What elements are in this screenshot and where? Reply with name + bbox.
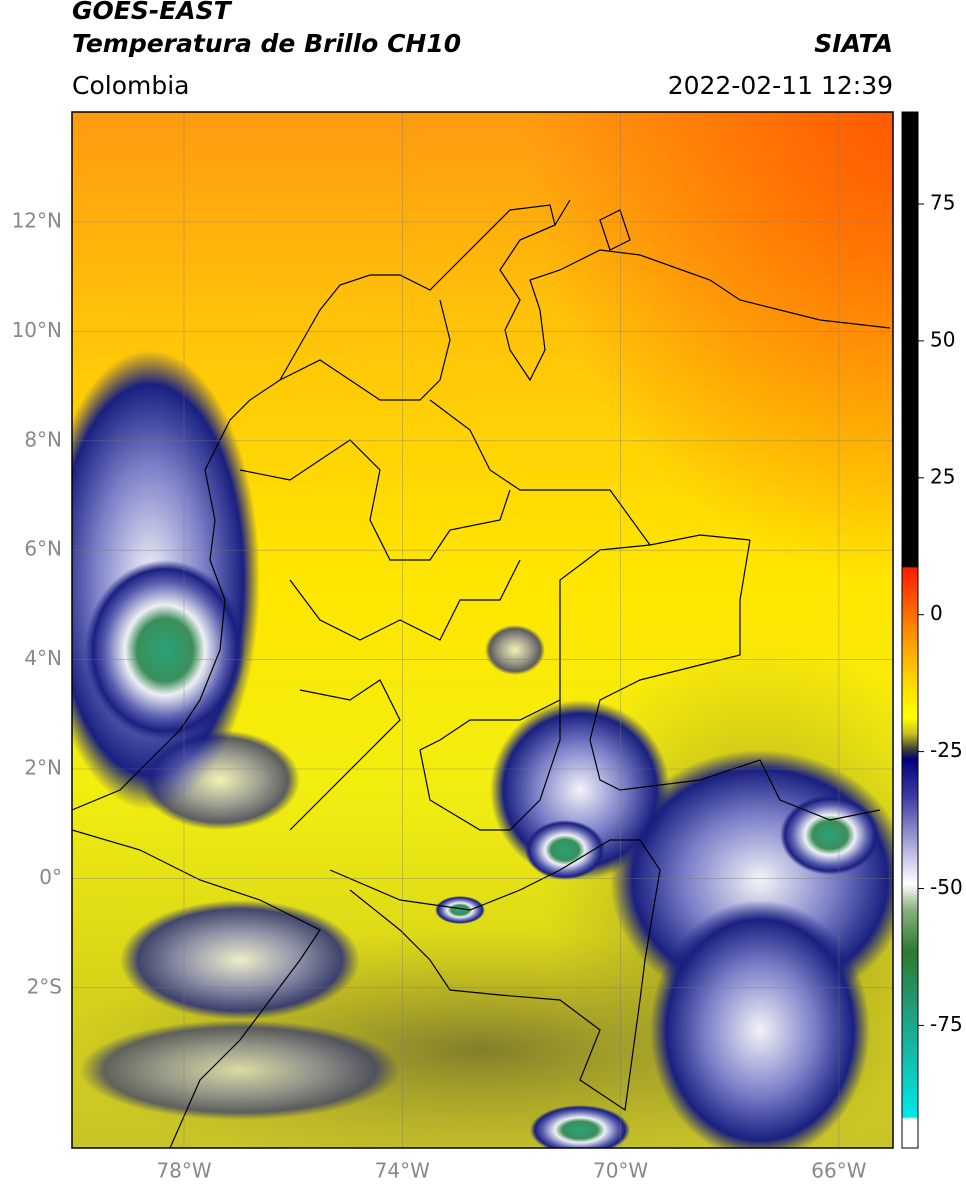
title: GOES-EAST <box>72 0 233 25</box>
colorbar-tick-label: -25 <box>930 738 963 762</box>
lat-label: 12°N <box>12 209 62 233</box>
source: SIATA <box>814 29 893 58</box>
map-frame <box>71 111 894 1149</box>
lat-label: 10°N <box>12 318 62 342</box>
map-image <box>72 112 893 1148</box>
lat-label: 0° <box>39 865 62 889</box>
lon-label: 74°W <box>375 1159 430 1183</box>
colorbar-tick-label: 50 <box>930 327 955 351</box>
lat-label: 8°N <box>24 427 62 451</box>
lon-label: 70°W <box>593 1159 648 1183</box>
colorbar-tick-label: -50 <box>930 875 963 899</box>
colorbar <box>901 111 919 1149</box>
region: Colombia <box>72 71 189 100</box>
lat-label: 4°N <box>24 646 62 670</box>
lat-label: 2°S <box>27 974 62 998</box>
lat-label: 2°N <box>24 756 62 780</box>
lon-label: 78°W <box>156 1159 211 1183</box>
colorbar-tick-label: 75 <box>930 191 955 215</box>
datetime: 2022-02-11 12:39 <box>668 71 893 100</box>
subtitle: Temperatura de Brillo CH10 <box>72 29 461 58</box>
colorbar-tick-label: 0 <box>930 601 943 625</box>
lon-label: 66°W <box>811 1159 866 1183</box>
lat-label: 6°N <box>24 537 62 561</box>
colorbar-tick-label: -75 <box>930 1012 963 1036</box>
colorbar-tick-label: 25 <box>930 464 955 488</box>
